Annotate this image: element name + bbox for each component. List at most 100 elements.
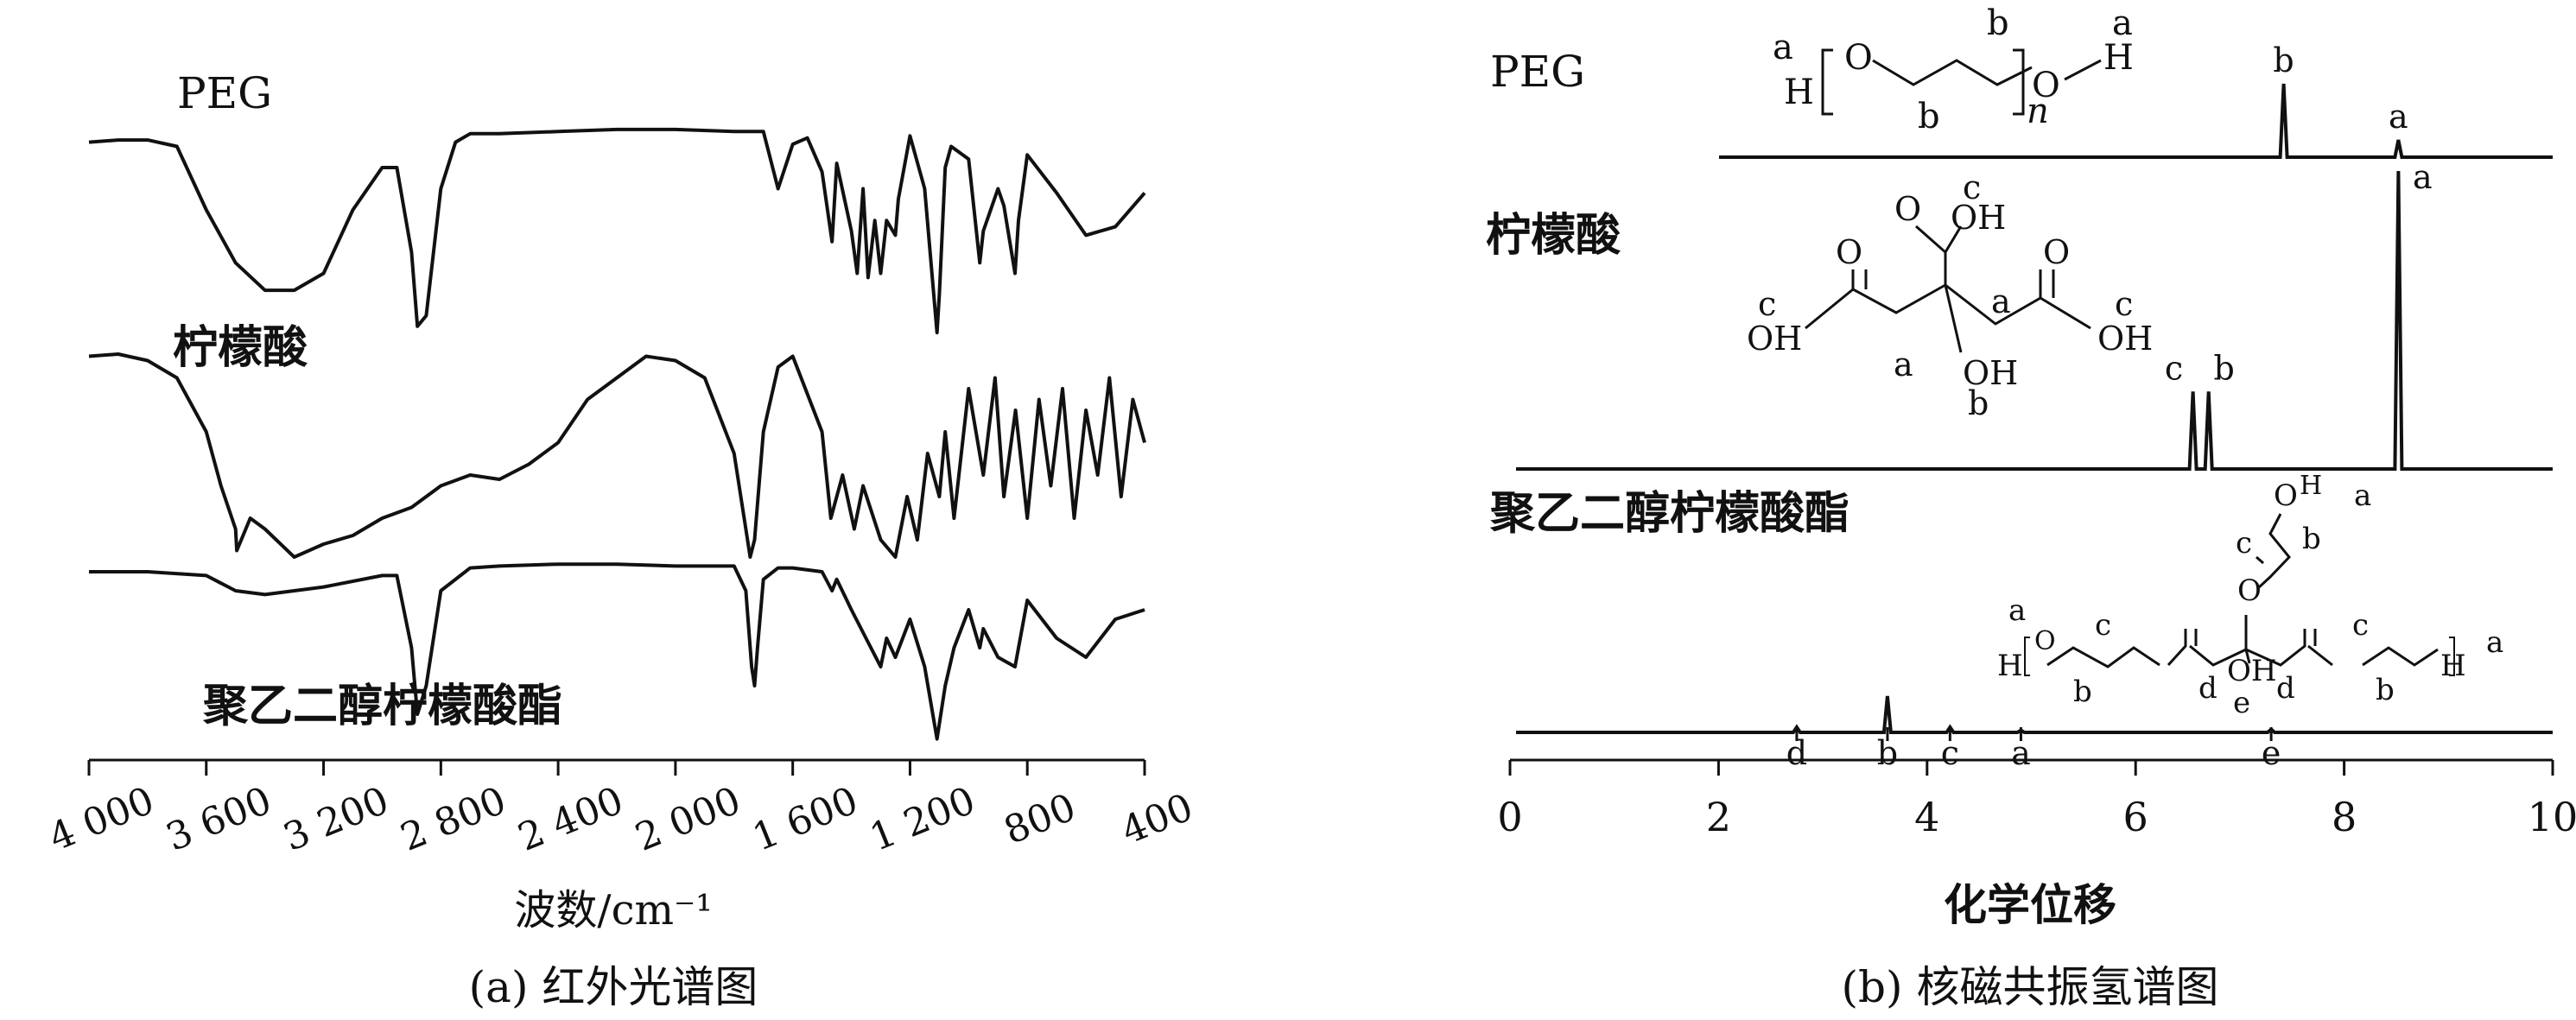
- ir-tick-label: 4 000: [43, 778, 161, 859]
- peg-label-b-top: b: [1987, 3, 2009, 43]
- ester-top-o: O: [2274, 478, 2298, 513]
- citric-o-top: O: [1894, 190, 1921, 228]
- nmr-legend-peg: PEG: [1490, 47, 1585, 97]
- ester-left-o: O: [2034, 626, 2056, 656]
- ester-top-a: a: [2354, 478, 2371, 513]
- ir-x-ticks: 4 000 3 600 3 200 2 800 2 400 2 000 1 600 1 200…: [43, 760, 1199, 860]
- ir-tick-label: 3 200: [277, 778, 395, 859]
- ir-legend-citric: 柠檬酸: [173, 322, 308, 374]
- nmr-legend-citric: 柠檬酸: [1486, 210, 1621, 262]
- nmr-spectrum-ester: [1516, 695, 2553, 734]
- nmr-tick-label: 10: [2528, 794, 2576, 840]
- nmr-axis-peak-label: e: [2262, 734, 2281, 772]
- peg-bracket-left: [1821, 48, 1833, 116]
- peg-label-a-right: a: [2112, 3, 2133, 43]
- peg-o-left: O: [1844, 38, 1873, 78]
- ir-tick-label: 2 400: [512, 778, 630, 859]
- peg-h-right: H: [2103, 38, 2134, 78]
- ester-e: e: [2233, 686, 2250, 720]
- ester-top-c: c: [2236, 526, 2252, 561]
- nmr-peak-label: b: [2214, 349, 2235, 387]
- ir-tick-label: 2 000: [630, 778, 747, 859]
- nmr-axis-peak-label: a: [2011, 734, 2031, 772]
- nmr-tick-label: 8: [2332, 794, 2357, 840]
- ir-tick-label: 400: [1115, 785, 1199, 853]
- nmr-peak-label: c: [2165, 349, 2183, 387]
- ir-panel: PEG 柠檬酸 聚乙二醇柠檬酸酯 4 000 3 600 3 200 2 800 2 4…: [43, 68, 1199, 1012]
- nmr-panel: PEG 柠檬酸 聚乙二醇柠檬酸酯 a H O b b n O a H O c O…: [1486, 3, 2576, 1012]
- ir-tick-label: 3 600: [160, 778, 277, 859]
- nmr-x-ticks: 0 2 4 6 8 10: [1497, 760, 2576, 840]
- nmr-tick-label: 4: [1914, 794, 1939, 840]
- citric-c-right: c: [2115, 285, 2133, 323]
- ir-caption: (a) 红外光谱图: [469, 962, 758, 1012]
- peg-chain: [1872, 59, 2033, 86]
- nmr-peak-label: a: [2389, 98, 2408, 136]
- ester-right-h: H: [2440, 649, 2466, 683]
- ir-curve-citric: [88, 352, 1146, 559]
- nmr-tick-label: 0: [1497, 794, 1522, 840]
- ir-tick-label: 1 600: [746, 778, 864, 859]
- nmr-x-axis-label: 化学位移: [1944, 880, 2116, 930]
- ir-curves: [88, 127, 1146, 741]
- ir-legend-ester: 聚乙二醇柠檬酸酯: [202, 681, 562, 732]
- nmr-axis-peak-label: d: [1786, 734, 1807, 772]
- ester-structure: O H a b c O a H O c b c b H a d OH e d: [1997, 471, 2503, 720]
- ester-backbone: [2046, 615, 2439, 668]
- citric-bonds: [1805, 225, 2091, 353]
- nmr-tick-label: 2: [1706, 794, 1731, 840]
- citric-o-left: O: [1836, 233, 1862, 271]
- peg-n: n: [2027, 92, 2049, 131]
- ir-legend-peg: PEG: [177, 68, 272, 118]
- citric-oh-right: OH: [2097, 320, 2153, 358]
- nmr-spectrum-peg: [1719, 83, 2553, 159]
- nmr-spectra: bac ba: [1516, 41, 2553, 734]
- ir-tick-label: 2 800: [395, 778, 512, 859]
- nmr-tick-label: 6: [2123, 794, 2148, 840]
- ester-left-b: b: [2073, 675, 2092, 709]
- peg-o-right: O: [2032, 66, 2060, 105]
- nmr-peak-label: a: [2413, 158, 2433, 196]
- citric-a-left: a: [1894, 345, 1913, 383]
- peg-structure: a H O b b n O a H: [1773, 3, 2134, 136]
- ester-d-left: d: [2198, 671, 2218, 706]
- ester-right-b: b: [2376, 673, 2395, 707]
- peg-bond-oh: [2064, 59, 2102, 81]
- ester-right-a: a: [2486, 625, 2503, 660]
- peg-h-left: H: [1784, 73, 1814, 112]
- citric-structure: O c OH O O c OH a c OH a OH b: [1747, 168, 2153, 422]
- ir-x-axis-label: 波数/cm⁻¹: [514, 886, 712, 934]
- nmr-peak-label: b: [2273, 41, 2294, 79]
- ir-tick-label: 800: [998, 785, 1082, 853]
- ester-bracket-left: [2024, 637, 2030, 676]
- citric-b: b: [1968, 384, 1989, 422]
- peg-label-b-bottom: b: [1918, 97, 1940, 136]
- ester-mid-o: O: [2237, 573, 2262, 608]
- nmr-legend-ester: 聚乙二醇柠檬酸酯: [1489, 488, 1850, 540]
- citric-o-right: O: [2043, 233, 2070, 271]
- ester-top-chain: [2256, 513, 2291, 589]
- nmr-axis-peak-label: c: [1941, 734, 1959, 772]
- citric-a-right: a: [1991, 282, 2011, 320]
- ir-tick-label: 1 200: [864, 778, 981, 859]
- ester-top-h: H: [2300, 471, 2322, 501]
- ester-left-a: a: [2008, 593, 2026, 628]
- ir-curve-ester: [89, 562, 1145, 741]
- nmr-axis-peak-label: b: [1877, 734, 1898, 772]
- peg-bracket-right: [2013, 48, 2025, 116]
- ester-left-h: H: [1997, 649, 2023, 683]
- citric-c-left: c: [1758, 285, 1776, 323]
- ester-bracket-right: [2449, 637, 2455, 676]
- peg-label-a-left: a: [1773, 28, 1793, 67]
- ester-d-right: d: [2276, 671, 2295, 706]
- nmr-caption: (b) 核磁共振氢谱图: [1842, 962, 2219, 1012]
- citric-oh-left: OH: [1747, 320, 1802, 358]
- nmr-spectrum-citric: [1516, 170, 2553, 471]
- citric-oh-mid: OH: [1963, 354, 2018, 392]
- ester-left-c: c: [2095, 608, 2111, 643]
- ester-right-c: c: [2352, 608, 2369, 643]
- ester-top-b: b: [2302, 522, 2321, 556]
- citric-c-top: c: [1963, 168, 1981, 206]
